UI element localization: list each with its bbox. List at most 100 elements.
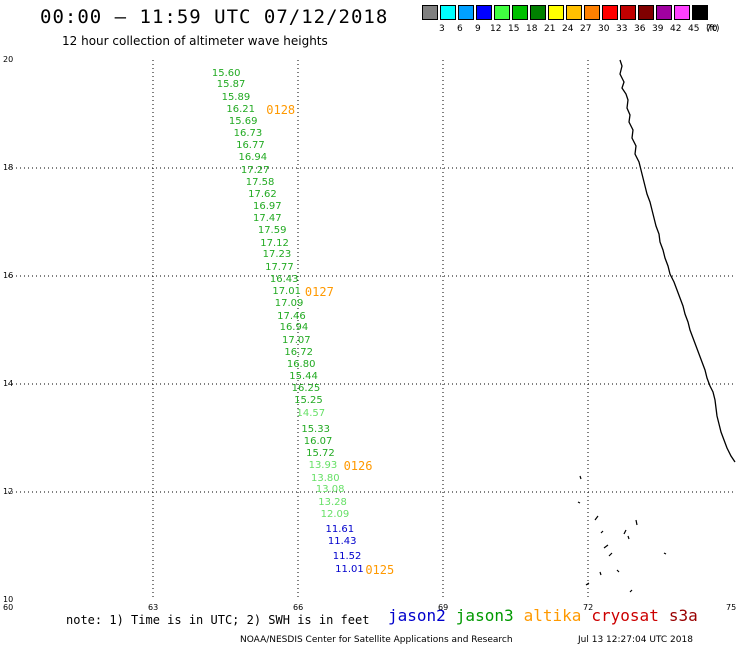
wave-height-value: 15.89 xyxy=(221,91,251,103)
color-swatch xyxy=(674,5,690,20)
color-scale-unit: (ft) xyxy=(706,24,720,34)
latitude-tick-label: 14 xyxy=(3,379,14,388)
coastal-islands xyxy=(577,475,667,593)
color-scale-label: 18 xyxy=(526,24,538,34)
wave-height-value: 11.61 xyxy=(325,523,355,535)
wave-height-value: 17.47 xyxy=(253,213,282,225)
wave-height-value: 16.97 xyxy=(253,200,282,212)
color-scale-label: 12 xyxy=(490,24,502,34)
wave-height-value: 15.33 xyxy=(301,423,330,435)
latitude-tick-label: 18 xyxy=(3,163,14,172)
color-swatch xyxy=(440,5,456,20)
color-swatch xyxy=(458,5,474,20)
wave-height-value: 17.09 xyxy=(274,298,304,310)
wave-height-value: 13.28 xyxy=(318,496,347,508)
wave-height-value: 17.01 xyxy=(272,286,301,298)
color-swatch xyxy=(584,5,600,20)
wave-height-value: 16.43 xyxy=(269,273,299,285)
color-swatch xyxy=(494,5,510,20)
color-scale-label: 3 xyxy=(439,24,445,34)
longitude-tick-label: 75 xyxy=(726,603,737,612)
pass-number-label: 0125 xyxy=(365,563,395,578)
color-swatch xyxy=(602,5,618,20)
wave-height-value: 11.43 xyxy=(327,536,357,548)
wave-height-value: 17.23 xyxy=(262,249,292,261)
color-scale-label: 24 xyxy=(562,24,574,34)
wave-height-value: 16.77 xyxy=(236,140,265,152)
wave-height-value: 11.01 xyxy=(335,564,364,576)
wave-height-value: 13.08 xyxy=(315,484,345,496)
wave-height-value: 16.72 xyxy=(284,346,314,358)
wave-height-value: 17.58 xyxy=(245,176,275,188)
color-scale-label: 33 xyxy=(616,24,628,34)
satellite-legend: jason2 jason3 altika cryosat s3a xyxy=(388,606,708,625)
color-scale-label: 70 xyxy=(706,24,718,34)
color-scale-label: 21 xyxy=(544,24,556,34)
wave-height-value: 15.72 xyxy=(306,448,335,460)
color-swatch xyxy=(656,5,672,20)
wave-height-value: 15.87 xyxy=(216,79,246,91)
color-scale-label: 15 xyxy=(508,24,520,34)
wave-height-value: 13.93 xyxy=(308,460,338,472)
credit-text: NOAA/NESDIS Center for Satellite Applica… xyxy=(240,635,513,645)
color-swatch xyxy=(620,5,636,20)
wave-height-value: 17.62 xyxy=(248,189,277,200)
longitude-tick-label: 72 xyxy=(583,603,594,612)
wave-height-value: 16.80 xyxy=(286,359,316,371)
color-swatch xyxy=(566,5,582,20)
color-scale-label: 36 xyxy=(634,24,646,34)
wave-height-value: 16.73 xyxy=(233,127,263,139)
latitude-tick-label: 20 xyxy=(3,55,14,64)
page-subtitle: 12 hour collection of altimeter wave hei… xyxy=(62,34,328,48)
legend-item-s3a: s3a xyxy=(668,606,698,625)
wave-height-value: 14.57 xyxy=(296,407,326,419)
wave-height-value: 16.25 xyxy=(291,383,321,395)
longitude-tick-label: 60 xyxy=(3,603,14,612)
color-scale-label: 30 xyxy=(598,24,610,34)
footnote: note: 1) Time is in UTC; 2) SWH is in fe… xyxy=(66,613,370,627)
lat-lon-grid xyxy=(8,60,733,600)
latitude-tick-label: 10 xyxy=(3,595,14,604)
wave-height-value: 16.21 xyxy=(226,103,256,115)
pass-number-label: 0128 xyxy=(266,102,296,117)
wave-height-value: 17.46 xyxy=(277,310,306,322)
wave-height-value: 15.69 xyxy=(228,116,258,128)
longitude-tick-label: 66 xyxy=(293,603,304,612)
color-scale-label: 45 xyxy=(688,24,700,34)
wave-height-value: 16.07 xyxy=(303,435,333,447)
latitude-tick-label: 12 xyxy=(3,487,14,496)
color-scale-label: 42 xyxy=(670,24,682,34)
generation-timestamp: Jul 13 12:27:04 UTC 2018 xyxy=(578,635,693,645)
color-swatch xyxy=(530,5,546,20)
pass-number-label: 0127 xyxy=(304,285,334,300)
coastline xyxy=(577,59,736,593)
color-scale-label: 9 xyxy=(475,24,481,34)
legend-item-jason3: jason3 xyxy=(455,606,514,625)
color-swatch xyxy=(476,5,492,20)
longitude-tick-label: 63 xyxy=(148,603,159,612)
color-swatch xyxy=(638,5,654,20)
wave-height-value: 17.77 xyxy=(265,261,294,273)
wave-height-value: 17.07 xyxy=(282,334,311,346)
legend-item-jason2: jason2 xyxy=(388,606,446,625)
wave-height-value: 13.80 xyxy=(311,472,340,484)
color-swatch xyxy=(692,5,708,20)
india-west-coastline xyxy=(619,59,736,463)
legend-item-cryosat: cryosat xyxy=(591,606,659,625)
pass-number-label: 0126 xyxy=(343,459,373,474)
wave-height-value: 12.09 xyxy=(320,508,350,520)
color-swatch xyxy=(422,5,438,20)
wave-height-value: 17.59 xyxy=(257,225,287,237)
page-title: 00:00 – 11:59 UTC 07/12/2018 xyxy=(40,6,389,28)
wave-height-value: 11.52 xyxy=(332,550,362,562)
color-swatch xyxy=(512,5,528,20)
longitude-tick-label: 69 xyxy=(438,603,449,612)
color-scale-label: 27 xyxy=(580,24,592,34)
color-scale-label: 6 xyxy=(457,24,463,34)
latitude-tick-label: 16 xyxy=(3,271,14,280)
legend-item-altika: altika xyxy=(523,606,582,625)
wave-height-value: 16.94 xyxy=(279,322,309,334)
color-swatch xyxy=(548,5,564,20)
wave-height-value: 17.12 xyxy=(260,237,289,249)
